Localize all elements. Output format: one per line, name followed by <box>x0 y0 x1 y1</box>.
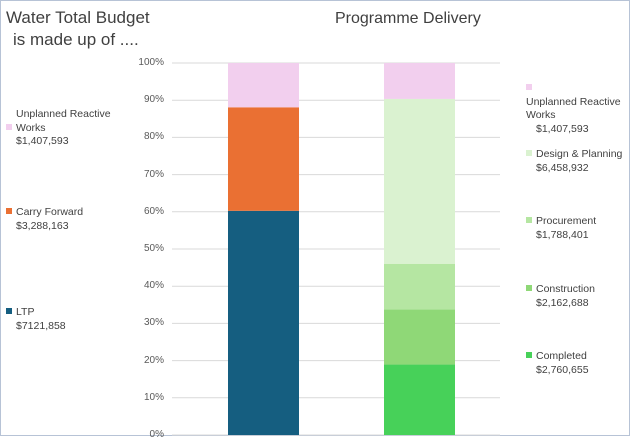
legend-swatch-completed <box>526 352 532 358</box>
y-tick-label: 50% <box>143 243 164 254</box>
legend-value: $6,458,932 <box>536 161 589 174</box>
legend-swatch-construction <box>526 285 532 291</box>
legend-swatch-procurement <box>526 217 532 223</box>
bar-segment-unplanned-reactive-works <box>228 63 299 108</box>
legend-swatch-unplanned-left <box>6 123 12 130</box>
legend-value: $2,760,655 <box>536 363 589 376</box>
chart-title-left: Water Total Budget is made up of .... <box>6 7 150 51</box>
legend-right-construction: Construction $2,162,688 <box>526 283 595 310</box>
legend-label: Unplanned Reactive Works <box>526 95 621 122</box>
legend-label: LTP <box>16 306 35 318</box>
legend-value: $1,788,401 <box>536 228 589 241</box>
legend-value: $7121,858 <box>16 319 66 332</box>
y-tick-label: 70% <box>143 168 164 180</box>
legend-right-procurement: Procurement $1,788,401 <box>526 215 596 242</box>
legend-left-ltp: LTP $7121,858 <box>6 306 66 333</box>
legend-swatch-carry-forward <box>6 208 12 214</box>
legend-label: Carry Forward <box>16 206 84 218</box>
y-tick-label: 10% <box>143 391 164 403</box>
y-tick-label: 40% <box>143 280 164 292</box>
legend-label: Construction <box>536 283 595 295</box>
legend-value: $1,407,593 <box>16 135 69 147</box>
legend-right-design: Design & Planning $6,458,932 <box>526 148 622 175</box>
legend-right-completed: Completed $2,760,655 <box>526 350 589 377</box>
legend-swatch-unplanned-right <box>526 84 532 90</box>
bar-segment-procurement <box>384 263 455 310</box>
bar-segment-completed <box>384 364 455 435</box>
legend-label: Design & Planning <box>536 148 623 160</box>
legend-label: Procurement <box>536 215 597 227</box>
y-tick-label: 100% <box>138 57 164 68</box>
legend-left-unplanned: Unplanned Reactive Works $1,407,593 <box>6 108 126 149</box>
y-tick-label: 60% <box>143 205 164 217</box>
legend-label: Unplanned Reactive Works <box>16 108 111 134</box>
legend-swatch-ltp <box>6 308 12 314</box>
chart-title-right: Programme Delivery <box>335 10 481 27</box>
y-tick-label: 20% <box>143 354 164 366</box>
title-left-line1: Water Total Budget <box>6 8 150 27</box>
bar-segment-construction <box>384 309 455 365</box>
y-tick-label: 0% <box>149 429 164 440</box>
legend-swatch-design <box>526 150 532 156</box>
y-tick-label: 90% <box>143 94 164 106</box>
legend-right-unplanned: Unplanned Reactive Works $1,407,593 <box>526 82 632 136</box>
legend-value: $2,162,688 <box>536 296 589 309</box>
bar-segment-carry-forward <box>228 107 299 211</box>
legend-left-carry-forward: Carry Forward $3,288,163 <box>6 206 83 233</box>
bar-segment-unplanned-reactive-works <box>384 63 455 99</box>
legend-label: Completed <box>536 350 587 362</box>
legend-value: $1,407,593 <box>536 122 589 135</box>
y-tick-label: 30% <box>143 317 164 329</box>
legend-value: $3,288,163 <box>16 219 69 232</box>
title-left-line2: is made up of .... <box>13 30 139 49</box>
y-tick-label: 80% <box>143 131 164 143</box>
bar-segment-design-planning <box>384 98 455 264</box>
bar-segment-ltp <box>228 210 299 435</box>
